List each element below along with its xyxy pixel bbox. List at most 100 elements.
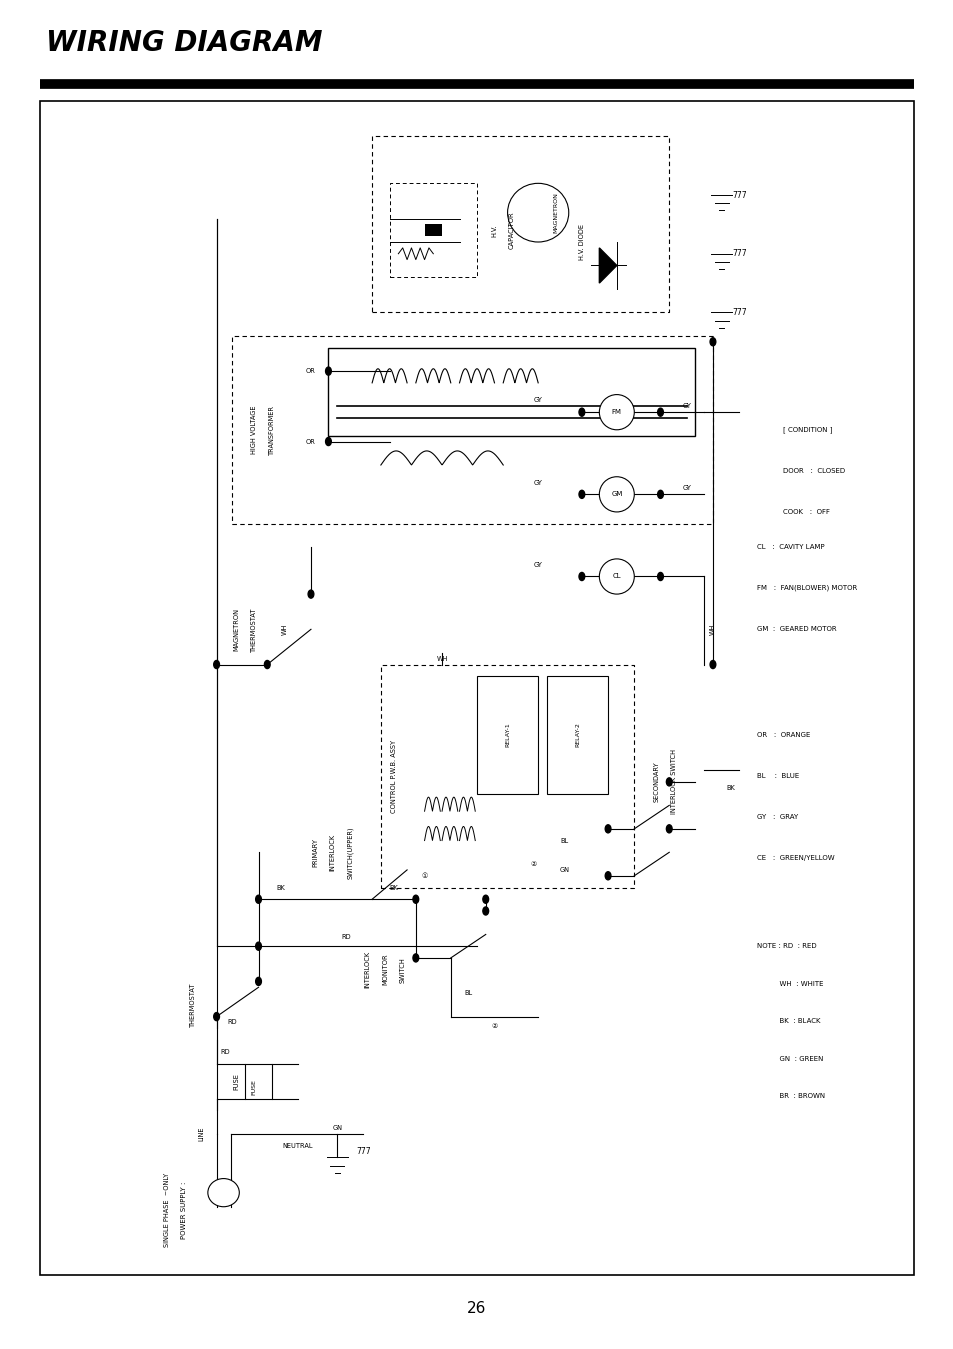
- Text: WH: WH: [436, 656, 447, 661]
- Text: GM: GM: [611, 491, 622, 498]
- Text: FM: FM: [611, 409, 621, 415]
- Text: GN: GN: [332, 1125, 342, 1130]
- Bar: [245, 1063, 272, 1098]
- Text: GN: GN: [558, 867, 569, 873]
- Text: WH: WH: [281, 623, 288, 635]
- Text: GY: GY: [533, 480, 542, 486]
- Text: GY: GY: [533, 561, 542, 568]
- Text: BK: BK: [725, 785, 734, 791]
- Text: LINE: LINE: [198, 1126, 205, 1141]
- Text: FM   :  FAN(BLOWER) MOTOR: FM : FAN(BLOWER) MOTOR: [756, 585, 856, 591]
- Text: WIRING DIAGRAM: WIRING DIAGRAM: [46, 28, 322, 57]
- Ellipse shape: [598, 558, 634, 594]
- Text: SECONDARY: SECONDARY: [653, 761, 659, 803]
- Bar: [476, 676, 537, 793]
- Polygon shape: [598, 248, 617, 283]
- Text: RELAY-2: RELAY-2: [575, 723, 579, 747]
- Text: NOTE : RD  : RED: NOTE : RD : RED: [756, 943, 816, 950]
- Text: FUSE: FUSE: [252, 1079, 256, 1095]
- Text: RD: RD: [341, 934, 351, 940]
- Text: H.V. DIODE: H.V. DIODE: [578, 224, 584, 260]
- Text: FUSE: FUSE: [233, 1072, 239, 1090]
- Text: ①: ①: [421, 873, 427, 878]
- Text: GN  : GREEN: GN : GREEN: [756, 1056, 822, 1062]
- Text: THERMOSTAT: THERMOSTAT: [251, 607, 257, 652]
- Text: HIGH VOLTAGE: HIGH VOLTAGE: [251, 406, 257, 455]
- Bar: [546, 676, 607, 793]
- Text: GY   :  GRAY: GY : GRAY: [756, 813, 797, 820]
- Text: MAGNETRON: MAGNETRON: [553, 192, 558, 233]
- Circle shape: [604, 824, 610, 832]
- Text: THERMOSTAT: THERMOSTAT: [190, 982, 195, 1027]
- Text: POWER SUPPLY :: POWER SUPPLY :: [181, 1182, 187, 1238]
- Circle shape: [709, 337, 715, 345]
- Text: WH  : WHITE: WH : WHITE: [756, 981, 822, 986]
- Text: OR: OR: [306, 438, 315, 445]
- Bar: [40, 101, 913, 1275]
- Text: ②: ②: [530, 861, 537, 867]
- Text: MONITOR: MONITOR: [382, 954, 388, 986]
- Text: GY: GY: [681, 403, 690, 409]
- Circle shape: [255, 942, 261, 950]
- Text: BK: BK: [275, 885, 284, 890]
- Ellipse shape: [598, 394, 634, 430]
- Text: SWITCH(UPPER): SWITCH(UPPER): [347, 826, 354, 878]
- Circle shape: [413, 896, 418, 904]
- Text: SINGLE PHASE  ~ONLY: SINGLE PHASE ~ONLY: [164, 1174, 170, 1248]
- Text: WH: WH: [709, 623, 715, 635]
- Circle shape: [604, 871, 610, 880]
- Text: INTERLOCK: INTERLOCK: [364, 951, 371, 989]
- Circle shape: [657, 409, 662, 417]
- Text: RD: RD: [220, 1048, 230, 1055]
- Text: DOOR   :  CLOSED: DOOR : CLOSED: [782, 468, 844, 473]
- Circle shape: [482, 907, 488, 915]
- Text: BK: BK: [389, 885, 398, 890]
- Text: CE   :  GREEN/YELLOW: CE : GREEN/YELLOW: [756, 855, 833, 861]
- Ellipse shape: [598, 476, 634, 511]
- Text: SWITCH: SWITCH: [399, 956, 405, 982]
- Circle shape: [578, 572, 584, 580]
- Text: GY: GY: [533, 398, 542, 403]
- Text: BL    :  BLUE: BL : BLUE: [756, 773, 798, 778]
- Circle shape: [657, 490, 662, 498]
- Text: 777: 777: [731, 308, 745, 317]
- Circle shape: [213, 661, 219, 669]
- Text: GM  :  GEARED MOTOR: GM : GEARED MOTOR: [756, 626, 836, 633]
- Text: OR   :  ORANGE: OR : ORANGE: [756, 733, 809, 738]
- Text: CONTROL P.W.B. ASSY: CONTROL P.W.B. ASSY: [391, 739, 396, 812]
- Text: BL: BL: [559, 838, 568, 843]
- Text: INTERLOCK: INTERLOCK: [330, 834, 335, 871]
- Circle shape: [264, 661, 270, 669]
- Circle shape: [325, 437, 331, 445]
- Ellipse shape: [507, 183, 568, 241]
- Text: COOK   :  OFF: COOK : OFF: [782, 509, 829, 515]
- Text: 777: 777: [731, 190, 745, 200]
- Circle shape: [213, 1013, 219, 1021]
- Circle shape: [413, 954, 418, 962]
- Text: RD: RD: [227, 1020, 237, 1025]
- Text: GY: GY: [681, 486, 690, 491]
- Circle shape: [578, 409, 584, 417]
- Ellipse shape: [208, 1179, 239, 1207]
- Text: BL: BL: [464, 990, 472, 996]
- Text: PRIMARY: PRIMARY: [312, 838, 318, 867]
- Bar: [328, 348, 695, 436]
- Text: OR: OR: [306, 368, 315, 374]
- Bar: [424, 224, 441, 236]
- Text: NEUTRAL: NEUTRAL: [282, 1143, 313, 1149]
- Circle shape: [255, 977, 261, 985]
- Text: TRANSFORMER: TRANSFORMER: [269, 405, 274, 455]
- Text: 26: 26: [467, 1300, 486, 1317]
- Text: CL: CL: [612, 573, 620, 580]
- Text: BR  : BROWN: BR : BROWN: [756, 1094, 824, 1099]
- Text: INTERLOCK SWITCH: INTERLOCK SWITCH: [670, 750, 676, 815]
- Text: CAPACITOR: CAPACITOR: [508, 212, 515, 250]
- Circle shape: [666, 778, 672, 786]
- Circle shape: [482, 896, 488, 904]
- Text: ②: ②: [491, 1023, 497, 1029]
- Circle shape: [657, 572, 662, 580]
- Text: RELAY-1: RELAY-1: [504, 723, 510, 747]
- Circle shape: [325, 367, 331, 375]
- Text: 777: 777: [355, 1147, 371, 1156]
- Text: H.V.: H.V.: [491, 224, 497, 236]
